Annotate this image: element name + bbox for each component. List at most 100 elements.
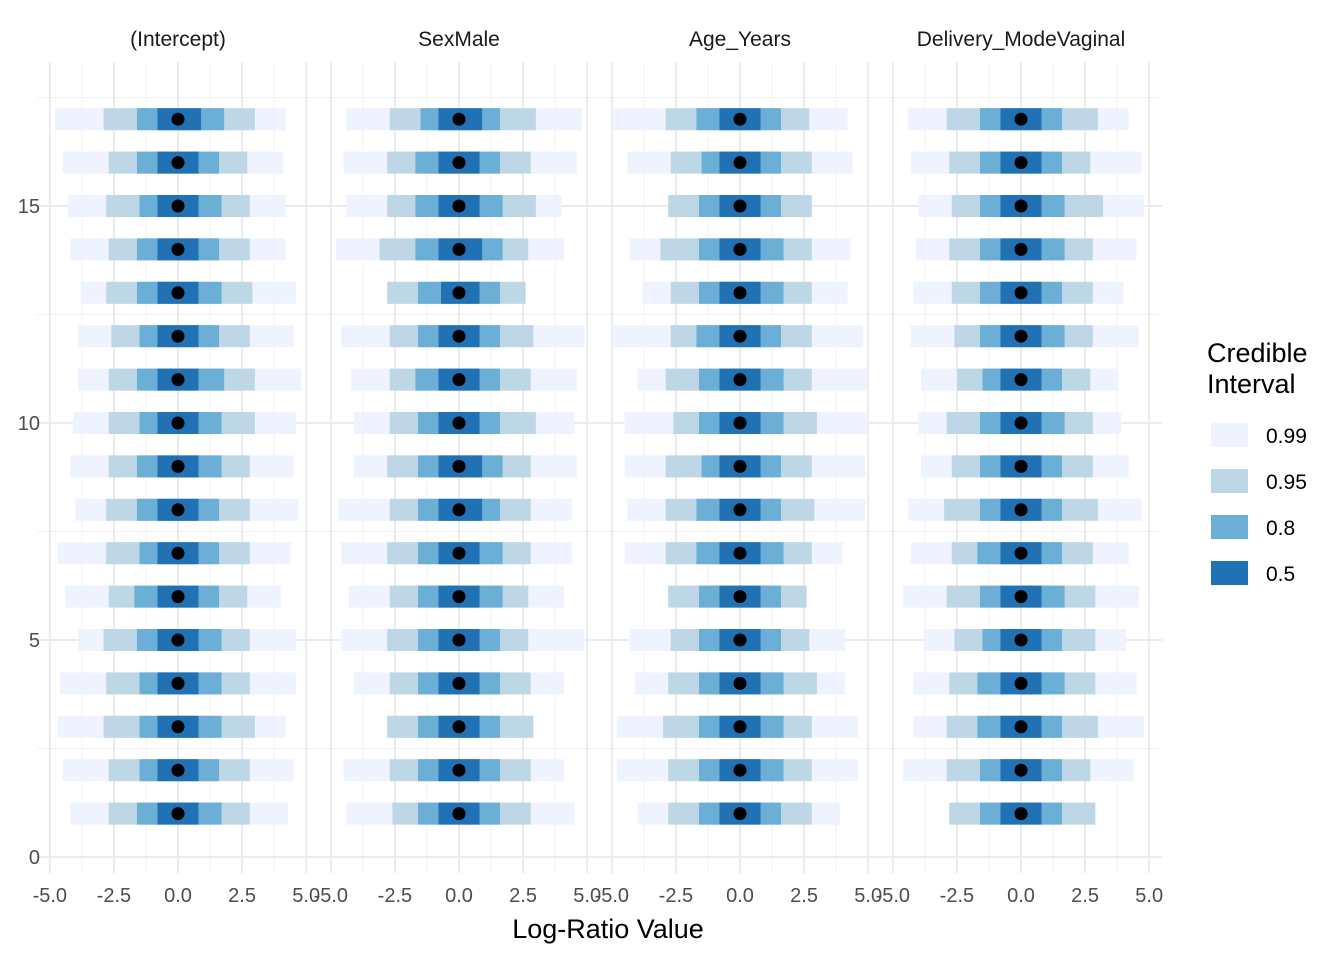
panel-strip-label: SexMale (418, 28, 500, 51)
interval-row (913, 281, 1124, 304)
interval-row (627, 151, 853, 174)
interval-row (348, 585, 565, 608)
interval-row (915, 238, 1137, 261)
interval-row (624, 542, 843, 565)
interval-row (923, 629, 1127, 651)
legend-swatch (1211, 561, 1248, 585)
x-tick-label: 2.5 (509, 885, 537, 907)
x-tick-label: -2.5 (97, 885, 131, 907)
panel-3: Delivery_ModeVaginal -5.0 -2.5 0.0 2.5 5.0 (876, 28, 1164, 907)
x-axis-title: Log-Ratio Value (512, 914, 704, 944)
median-point (171, 416, 185, 430)
interval-row (80, 281, 296, 304)
x-tick-label: 2.5 (228, 885, 256, 907)
interval-row (343, 759, 565, 782)
median-point (733, 156, 747, 170)
median-point (733, 242, 747, 256)
interval-row (72, 412, 296, 434)
median-point (733, 720, 747, 734)
interval-row (346, 195, 562, 217)
panel-strip-label: (Intercept) (130, 28, 226, 51)
median-point (452, 459, 466, 473)
interval-row (624, 455, 866, 478)
median-point (171, 242, 185, 256)
interval-row (921, 368, 1119, 391)
interval-row (921, 455, 1129, 478)
x-tick-label: -2.5 (940, 885, 974, 907)
x-tick-label: 2.5 (790, 885, 818, 907)
median-point (171, 763, 185, 777)
interval-row (57, 542, 291, 565)
median-point (452, 590, 466, 604)
legend-label: 0.8 (1266, 517, 1295, 540)
median-point (733, 199, 747, 213)
median-point (171, 112, 185, 126)
legend-title-line-1: Credible (1207, 338, 1308, 368)
median-point (733, 590, 747, 604)
interval-row (629, 629, 846, 651)
interval-row (634, 672, 846, 695)
interval-row (78, 629, 296, 651)
median-point (733, 112, 747, 126)
interval-row (668, 195, 812, 217)
x-tick-label: 0.0 (726, 885, 754, 907)
legend-label: 0.5 (1266, 563, 1295, 586)
legend-items: 0.99 0.95 0.8 0.5 (1211, 423, 1307, 586)
median-point (1014, 720, 1028, 734)
median-point (171, 156, 185, 170)
panel-0: (Intercept) -5.0 -2.5 0.0 2.5 5.0 (33, 28, 321, 907)
median-point (733, 459, 747, 473)
interval-row (910, 325, 1139, 348)
median-point (733, 807, 747, 821)
interval-row (910, 151, 1142, 174)
median-point (733, 503, 747, 517)
interval-row (908, 108, 1129, 131)
median-point (171, 546, 185, 560)
y-tick-labels: 0 5 10 15 (18, 196, 40, 869)
interval-row (54, 108, 286, 131)
interval-row (624, 412, 869, 434)
median-point (171, 329, 185, 343)
median-point (1014, 156, 1028, 170)
median-point (1014, 546, 1028, 560)
interval-row (918, 195, 1145, 217)
interval-row (387, 715, 534, 738)
interval-row (341, 542, 572, 565)
median-point (452, 676, 466, 690)
median-point (171, 199, 185, 213)
x-tick-label: -5.0 (33, 885, 67, 907)
x-tick-label: 2.5 (1071, 885, 1099, 907)
median-point (171, 807, 185, 821)
median-point (733, 329, 747, 343)
median-point (733, 373, 747, 387)
legend: Credible Interval 0.99 0.95 0.8 0.5 (1207, 338, 1308, 586)
interval-row (913, 672, 1137, 695)
interval-row (908, 498, 1142, 521)
legend-swatch (1211, 423, 1248, 447)
median-point (452, 546, 466, 560)
median-point (452, 242, 466, 256)
median-point (1014, 503, 1028, 517)
panel-strip-label: Age_Years (689, 28, 791, 51)
median-point (452, 329, 466, 343)
interval-row (65, 585, 281, 608)
median-point (452, 156, 466, 170)
x-tick-label: -5.0 (314, 885, 348, 907)
interval-row (343, 151, 577, 174)
x-tick-label: -2.5 (659, 885, 693, 907)
interval-row (949, 802, 1096, 825)
interval-row (903, 759, 1134, 782)
median-point (452, 807, 466, 821)
median-point (1014, 199, 1028, 213)
median-point (733, 633, 747, 647)
interval-row (629, 238, 851, 261)
median-point (171, 286, 185, 300)
median-point (1014, 459, 1028, 473)
median-point (1014, 807, 1028, 821)
interval-row (70, 238, 286, 261)
interval-row (346, 802, 575, 825)
interval-row (616, 759, 858, 782)
interval-row (918, 412, 1121, 434)
median-point (1014, 329, 1028, 343)
interval-row (60, 672, 296, 695)
